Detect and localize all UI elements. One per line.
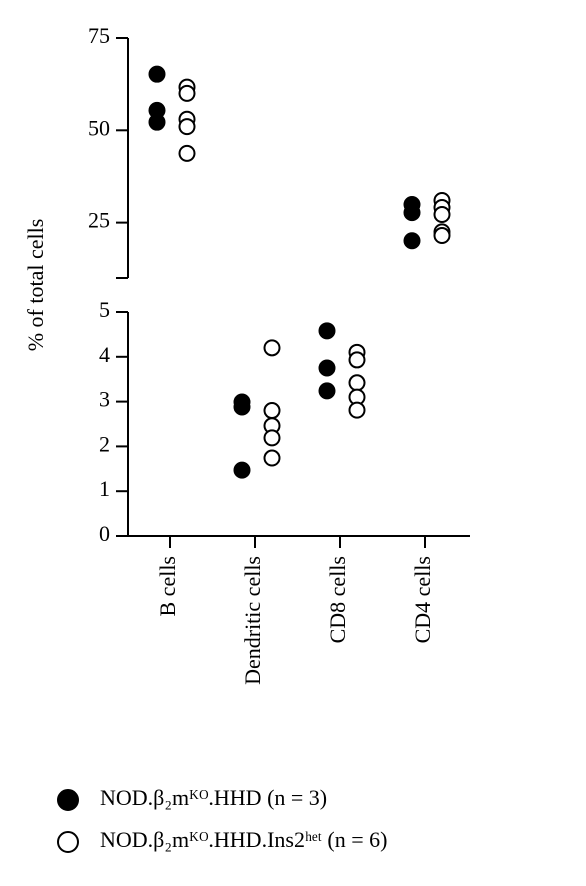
legend-marker — [57, 789, 79, 811]
x-tick-label: CD8 cells — [325, 556, 350, 643]
data-point — [233, 461, 251, 479]
data-point — [263, 449, 281, 467]
data-point — [148, 113, 166, 131]
y-tick-label: 25 — [88, 208, 110, 233]
x-tick-label: CD4 cells — [410, 556, 435, 643]
data-point — [148, 65, 166, 83]
x-tick-label: B cells — [155, 556, 180, 617]
data-point — [318, 322, 336, 340]
data-point — [263, 402, 281, 420]
data-point — [403, 204, 421, 222]
data-point — [403, 232, 421, 250]
data-point — [348, 351, 366, 369]
y-tick-label: 5 — [99, 297, 110, 322]
data-point — [233, 398, 251, 416]
data-point — [263, 339, 281, 357]
y-tick-label: 3 — [99, 387, 110, 412]
legend-label: NOD.β₂mᴷᴼ.HHD.Ins2ʰᵉᵗ (n = 6) — [100, 827, 387, 852]
y-tick-label: 4 — [99, 342, 110, 367]
data-point — [263, 429, 281, 447]
data-point — [348, 374, 366, 392]
data-point — [318, 382, 336, 400]
y-axis-label: % of total cells — [23, 219, 48, 352]
y-tick-label: 50 — [88, 115, 110, 140]
data-point — [178, 144, 196, 162]
x-tick-label: Dendritic cells — [240, 556, 265, 685]
data-point — [433, 205, 451, 223]
y-tick-label: 75 — [88, 23, 110, 48]
data-point — [178, 118, 196, 136]
data-point — [178, 84, 196, 102]
legend-marker — [57, 831, 79, 853]
data-point — [433, 227, 451, 245]
data-point — [318, 359, 336, 377]
y-tick-label: 0 — [99, 521, 110, 546]
data-point — [348, 401, 366, 419]
y-tick-label: 2 — [99, 431, 110, 456]
legend-label: NOD.β₂mᴷᴼ.HHD (n = 3) — [100, 785, 327, 810]
y-tick-label: 1 — [99, 476, 110, 501]
